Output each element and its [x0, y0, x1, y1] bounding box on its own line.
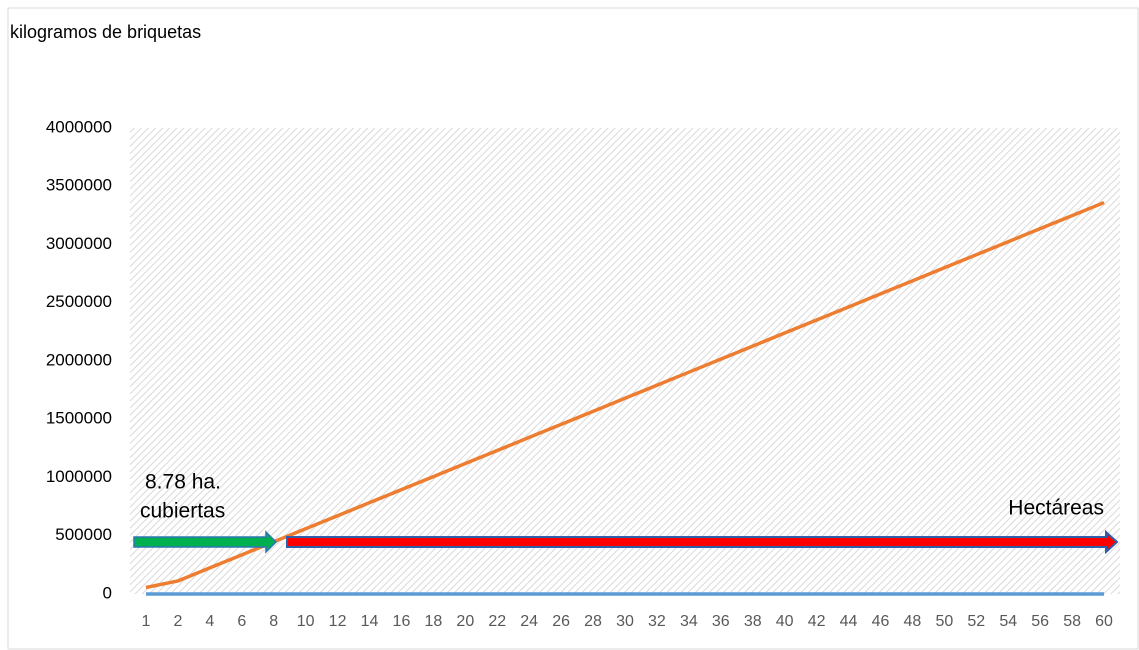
x-tick-label: 26 [552, 613, 570, 630]
x-tick-label: 10 [297, 613, 315, 630]
x-tick-label: 1 [142, 613, 151, 630]
x-tick-label: 40 [776, 613, 794, 630]
y-tick-label: 3500000 [46, 176, 112, 195]
x-tick-label: 32 [648, 613, 666, 630]
annotation: cubiertas [140, 500, 225, 523]
x-tick-label: 14 [361, 613, 379, 630]
x-tick-label: 20 [456, 613, 474, 630]
x-tick-label: 18 [424, 613, 442, 630]
y-tick-label: 500000 [55, 525, 112, 544]
annotation: Hectáreas [1008, 497, 1104, 520]
x-tick-label: 60 [1095, 613, 1113, 630]
series-line [145, 200, 1105, 590]
red-arrow [286, 529, 1119, 555]
y-tick-label: 1500000 [46, 409, 112, 428]
x-tick-label: 58 [1063, 613, 1081, 630]
x-tick-label: 38 [744, 613, 762, 630]
annotation: 8.78 ha. [145, 471, 221, 494]
x-tick-label: 56 [1031, 613, 1049, 630]
x-tick-label: 22 [488, 613, 506, 630]
green-arrow [133, 530, 278, 554]
x-tick-label: 8 [269, 613, 278, 630]
x-tick-label: 46 [872, 613, 890, 630]
y-tick-label: 2500000 [46, 292, 112, 311]
plot-area [130, 128, 1120, 594]
x-tick-label: 50 [935, 613, 953, 630]
x-tick-label: 34 [680, 613, 698, 630]
x-tick-label: 24 [520, 613, 538, 630]
y-tick-label: 3000000 [46, 234, 112, 253]
y-tick-label: 4000000 [46, 117, 112, 136]
x-tick-label: 30 [616, 613, 634, 630]
x-tick-label: 44 [840, 613, 858, 630]
chart-title: kilogramos de briquetas [10, 22, 201, 42]
x-tick-label: 54 [999, 613, 1017, 630]
x-tick-label: 52 [967, 613, 985, 630]
x-tick-label: 28 [584, 613, 602, 630]
x-tick-label: 6 [237, 613, 246, 630]
y-tick-label: 1000000 [46, 467, 112, 486]
x-tick-label: 48 [904, 613, 922, 630]
y-tick-label: 2000000 [46, 350, 112, 369]
x-tick-label: 16 [393, 613, 411, 630]
x-tick-label: 4 [205, 613, 214, 630]
x-tick-label: 36 [712, 613, 730, 630]
y-tick-label: 0 [103, 583, 112, 602]
x-tick-label: 42 [808, 613, 826, 630]
x-tick-label: 12 [329, 613, 347, 630]
x-tick-label: 2 [173, 613, 182, 630]
